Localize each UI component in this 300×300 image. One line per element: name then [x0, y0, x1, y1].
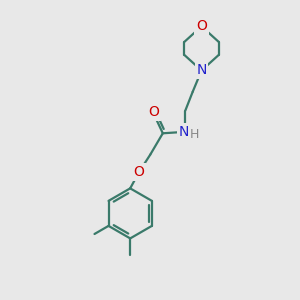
Text: O: O — [134, 165, 145, 179]
Text: O: O — [148, 105, 160, 119]
Text: O: O — [196, 19, 207, 33]
Text: H: H — [190, 128, 200, 141]
Text: N: N — [179, 125, 189, 139]
Text: N: N — [196, 64, 207, 77]
